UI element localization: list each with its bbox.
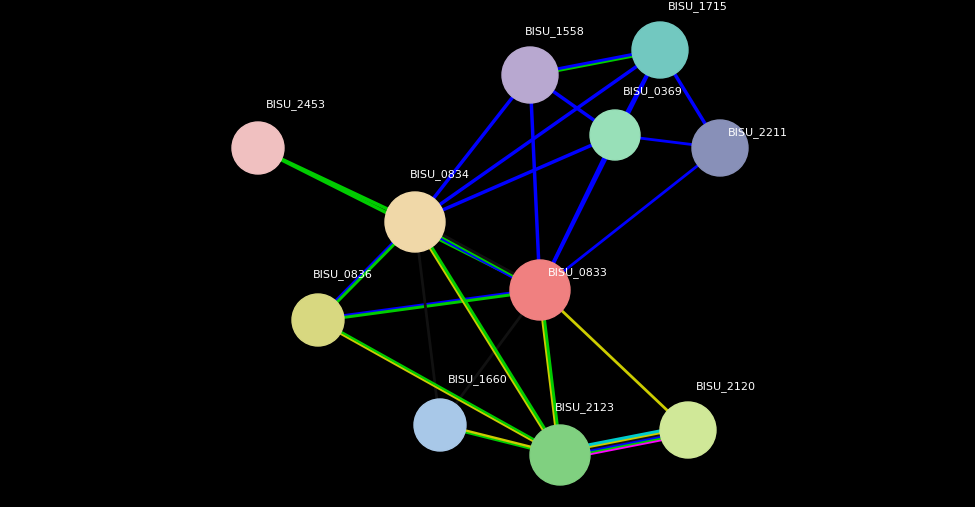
Text: BISU_0369: BISU_0369 [623, 86, 682, 97]
Circle shape [232, 122, 284, 174]
Text: BISU_0833: BISU_0833 [548, 267, 607, 278]
Text: BISU_2453: BISU_2453 [266, 99, 326, 110]
Circle shape [530, 425, 590, 485]
Circle shape [414, 399, 466, 451]
Circle shape [502, 47, 558, 103]
Circle shape [385, 192, 445, 252]
Circle shape [632, 22, 688, 78]
Text: BISU_1715: BISU_1715 [668, 1, 728, 12]
Text: BISU_2123: BISU_2123 [555, 402, 615, 413]
Circle shape [510, 260, 570, 320]
Text: BISU_2211: BISU_2211 [728, 127, 788, 138]
Circle shape [692, 120, 748, 176]
Text: BISU_0834: BISU_0834 [410, 169, 470, 180]
Text: BISU_0836: BISU_0836 [313, 269, 372, 280]
Circle shape [292, 294, 344, 346]
Circle shape [590, 110, 640, 160]
Text: BISU_1558: BISU_1558 [525, 26, 585, 37]
Text: BISU_1660: BISU_1660 [448, 374, 508, 385]
Circle shape [660, 402, 716, 458]
Text: BISU_2120: BISU_2120 [696, 381, 756, 392]
